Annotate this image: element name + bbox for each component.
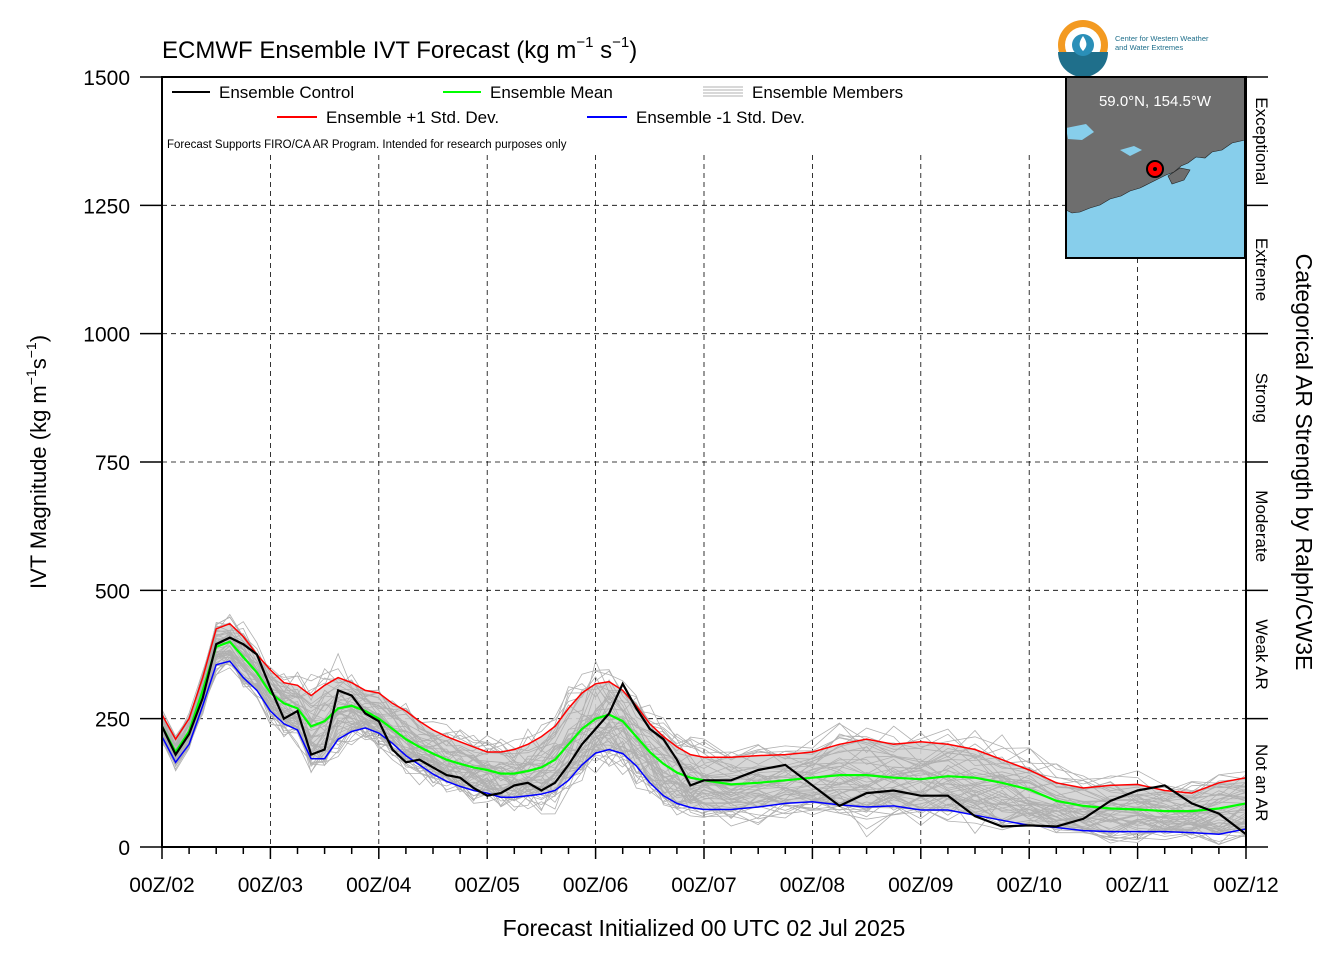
x-tick-label: 00Z/05 (455, 874, 520, 897)
member-line (162, 616, 1246, 793)
member-line (162, 651, 1246, 828)
category-label: Extreme (1252, 238, 1271, 301)
member-line (162, 649, 1246, 816)
plus-std-line (162, 622, 1246, 794)
x-tick-label: 00Z/03 (238, 874, 303, 897)
inset-map: 59.0°N, 154.5°W (1065, 76, 1246, 259)
legend-minus-std: Ensemble -1 Std. Dev. (636, 108, 805, 127)
x-tick-label: 00Z/10 (997, 874, 1062, 897)
category-label: Exceptional (1252, 97, 1271, 185)
x-tick-label: 00Z/04 (346, 874, 412, 897)
member-line (162, 649, 1246, 834)
member-line (162, 633, 1246, 808)
legend-control: Ensemble Control (219, 83, 354, 102)
x-tick-label: 00Z/09 (888, 874, 953, 897)
cw3e-logo: Center for Western Weather and Water Ext… (1058, 20, 1209, 77)
x-tick-label: 00Z/02 (129, 874, 194, 897)
logo-line2: and Water Extremes (1115, 43, 1183, 52)
member-line (162, 661, 1246, 836)
mean-line (162, 640, 1246, 813)
member-line (162, 629, 1246, 792)
y-tick-label: 250 (95, 709, 130, 732)
x-tick-label: 00Z/11 (1106, 874, 1170, 897)
x-ticks: 00Z/02 00Z/03 00Z/04 00Z/05 00Z/06 00Z/07 00Z/… (129, 847, 1279, 897)
member-line (162, 621, 1246, 800)
spread-area (162, 623, 1246, 835)
category-label: Weak AR (1252, 619, 1271, 690)
x-axis-label: Forecast Initialized 00 UTC 02 Jul 2025 (503, 915, 906, 941)
research-note: Forecast Supports FIRO/CA AR Program. In… (167, 139, 567, 151)
category-label: Strong (1252, 373, 1271, 423)
bay-inlet (1066, 124, 1094, 140)
y-tick-label: 1250 (83, 195, 130, 218)
location-label: 59.0°N, 154.5°W (1099, 93, 1212, 110)
category-label: Not an AR (1252, 744, 1271, 822)
lake (1120, 146, 1142, 156)
series-lines (162, 622, 1246, 836)
y-tick-label: 1000 (83, 324, 130, 347)
right-axis-label: Categorical AR Strength by Ralph/CW3E (1291, 254, 1317, 671)
member-line (162, 634, 1246, 816)
ensemble-members (162, 613, 1246, 845)
grid-lines (162, 155, 1246, 847)
control-line (162, 636, 1246, 836)
category-axis: Exceptional Extreme Strong Moderate Weak AR N… (1246, 76, 1271, 848)
y-tick-label: 0 (118, 837, 130, 860)
member-line (162, 634, 1246, 820)
y-tick-label: 1500 (83, 67, 130, 90)
member-line (162, 638, 1246, 817)
y-tick-label: 500 (95, 580, 130, 603)
y-axis-label: IVT Magnitude (kg m−1s−1) (23, 335, 51, 589)
ensemble-spread (162, 623, 1246, 835)
member-line (162, 616, 1246, 801)
member-line (162, 654, 1246, 845)
alaska-land (1065, 76, 1246, 214)
legend-members-swatch (703, 86, 743, 97)
chart-title: ECMWF Ensemble IVT Forecast (kg m−1 s−1) (162, 34, 637, 64)
x-tick-label: 00Z/07 (671, 874, 736, 897)
member-line (162, 645, 1246, 833)
y-ticks: 0 250 500 750 1000 1250 1500 (83, 67, 162, 860)
legend-plus-std: Ensemble +1 Std. Dev. (326, 108, 499, 127)
logo-line1: Center for Western Weather (1115, 34, 1209, 43)
category-label: Moderate (1252, 490, 1271, 562)
legend: Ensemble Control Ensemble Mean Ensemble … (167, 83, 903, 151)
x-tick-label: 00Z/12 (1213, 874, 1278, 897)
member-line (162, 622, 1246, 802)
x-tick-label: 00Z/06 (563, 874, 628, 897)
legend-mean: Ensemble Mean (490, 83, 613, 102)
y-tick-label: 750 (95, 452, 130, 475)
legend-members: Ensemble Members (752, 83, 903, 102)
kodiak-island (1167, 167, 1191, 185)
x-tick-label: 00Z/08 (780, 874, 845, 897)
